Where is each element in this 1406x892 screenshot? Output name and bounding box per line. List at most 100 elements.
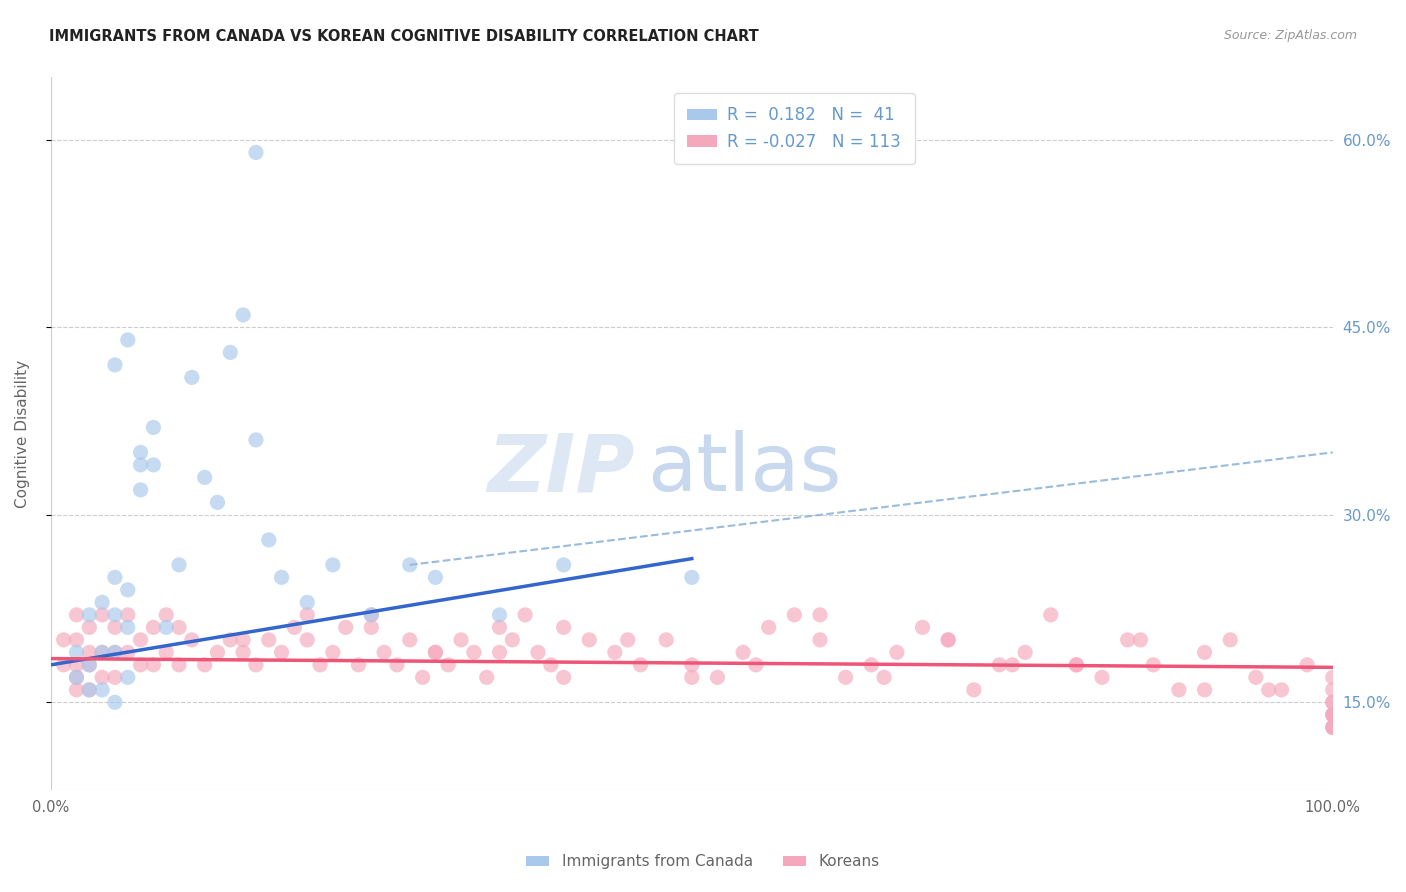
Point <box>681 570 703 584</box>
Point <box>630 657 652 672</box>
Point <box>65 670 87 684</box>
Point <box>360 620 382 634</box>
Point <box>1014 645 1036 659</box>
Point <box>515 607 537 622</box>
Point <box>155 620 177 634</box>
Point <box>1322 682 1344 697</box>
Point <box>1270 682 1292 697</box>
Point <box>129 657 152 672</box>
Point <box>335 620 357 634</box>
Point <box>245 657 267 672</box>
Point <box>936 632 959 647</box>
Point <box>1322 695 1344 709</box>
Point <box>834 670 856 684</box>
Point <box>1322 695 1344 709</box>
Point <box>1322 670 1344 684</box>
Point <box>79 657 101 672</box>
Point <box>257 533 280 547</box>
Point <box>79 682 101 697</box>
Point <box>129 483 152 497</box>
Point <box>360 607 382 622</box>
Point <box>79 620 101 634</box>
Point <box>194 657 217 672</box>
Point <box>1066 657 1088 672</box>
Point <box>1322 720 1344 734</box>
Point <box>681 670 703 684</box>
Point <box>283 620 305 634</box>
Point <box>860 657 883 672</box>
Point <box>425 645 447 659</box>
Point <box>886 645 908 659</box>
Point <box>142 420 165 434</box>
Point <box>437 657 460 672</box>
Point <box>475 670 498 684</box>
Point <box>65 645 87 659</box>
Point <box>1116 632 1139 647</box>
Point <box>745 657 768 672</box>
Point <box>142 458 165 472</box>
Point <box>129 632 152 647</box>
Point <box>1322 720 1344 734</box>
Point <box>104 607 127 622</box>
Point <box>117 582 139 597</box>
Point <box>603 645 626 659</box>
Point <box>1296 657 1319 672</box>
Point <box>1142 657 1164 672</box>
Legend: Immigrants from Canada, Koreans: Immigrants from Canada, Koreans <box>520 848 886 875</box>
Point <box>142 657 165 672</box>
Point <box>706 670 728 684</box>
Point <box>104 695 127 709</box>
Point <box>297 607 319 622</box>
Point <box>104 670 127 684</box>
Point <box>79 645 101 659</box>
Point <box>385 657 408 672</box>
Point <box>1129 632 1152 647</box>
Point <box>117 620 139 634</box>
Point <box>219 632 242 647</box>
Point <box>104 620 127 634</box>
Point <box>488 620 510 634</box>
Point <box>104 570 127 584</box>
Point <box>257 632 280 647</box>
Point <box>155 645 177 659</box>
Point <box>1257 682 1279 697</box>
Point <box>616 632 638 647</box>
Point <box>733 645 755 659</box>
Point <box>578 632 600 647</box>
Y-axis label: Cognitive Disability: Cognitive Disability <box>15 359 30 508</box>
Point <box>117 607 139 622</box>
Point <box>309 657 332 672</box>
Point <box>501 632 523 647</box>
Point <box>91 595 114 609</box>
Point <box>142 620 165 634</box>
Point <box>194 470 217 484</box>
Point <box>180 370 202 384</box>
Point <box>245 433 267 447</box>
Point <box>129 458 152 472</box>
Point <box>91 682 114 697</box>
Point <box>655 632 678 647</box>
Point <box>91 645 114 659</box>
Point <box>117 333 139 347</box>
Point <box>322 645 344 659</box>
Point <box>1194 682 1216 697</box>
Point <box>167 558 190 572</box>
Point <box>91 645 114 659</box>
Point <box>360 607 382 622</box>
Point <box>1001 657 1024 672</box>
Point <box>1168 682 1191 697</box>
Point <box>425 645 447 659</box>
Point <box>540 657 562 672</box>
Point <box>297 595 319 609</box>
Point <box>488 607 510 622</box>
Point <box>936 632 959 647</box>
Point <box>398 632 420 647</box>
Point <box>425 570 447 584</box>
Point <box>52 657 75 672</box>
Point <box>232 308 254 322</box>
Point <box>79 682 101 697</box>
Point <box>297 632 319 647</box>
Point <box>873 670 896 684</box>
Point <box>91 670 114 684</box>
Point <box>65 657 87 672</box>
